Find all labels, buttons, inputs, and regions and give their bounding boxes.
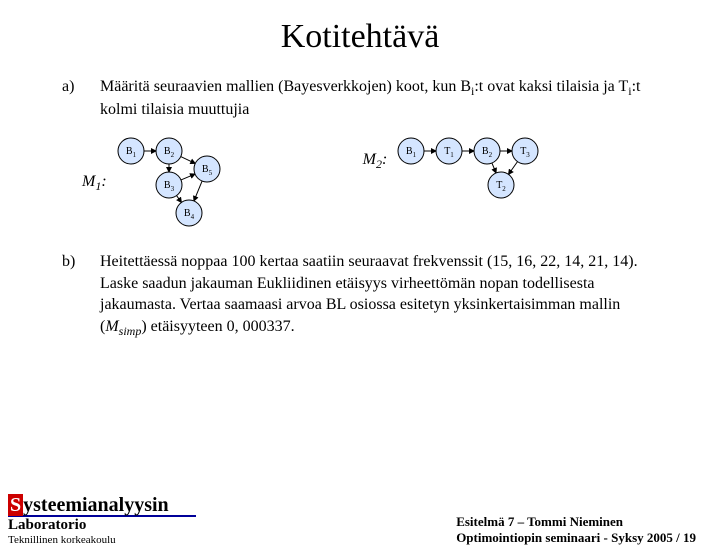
item-b-M: M	[105, 318, 118, 335]
item-b-text-2: ) etäisyyteen 0, 000337.	[141, 318, 294, 335]
item-a: a) Määritä seuraavien mallien (Bayesverk…	[62, 76, 658, 121]
item-b-text: Heitettäessä noppaa 100 kertaa saatiin s…	[100, 251, 658, 339]
footer-right-line2: Optimointiopin seminaari - Syksy 2005 / …	[456, 530, 696, 546]
model-2-M: M	[363, 151, 376, 168]
slide-title: Kotitehtävä	[0, 18, 720, 56]
model-2-block: M2: B1T1B2T3T2	[363, 133, 549, 205]
models-row: M1: B1B2B3B5B4 M2: B1T1B2T3T2	[62, 133, 658, 233]
model-1-block: M1: B1B2B3B5B4	[82, 133, 233, 233]
item-b-label: b)	[62, 251, 100, 339]
footer-right-line1: Esitelmä 7 – Tommi Nieminen	[456, 514, 696, 530]
footer-right: Esitelmä 7 – Tommi Nieminen Optimointiop…	[456, 514, 696, 547]
slide-footer: Systeemianalyysin Laboratorio Teknilline…	[0, 494, 720, 546]
item-a-label: a)	[62, 76, 100, 121]
item-b: b) Heitettäessä noppaa 100 kertaa saatii…	[62, 251, 658, 339]
model-2-colon: :	[382, 151, 387, 168]
item-a-text: Määritä seuraavien mallien (Bayesverkkoj…	[100, 76, 658, 121]
model-1-colon: :	[101, 173, 106, 190]
model-2-label: M2:	[363, 133, 394, 172]
model-1-M: M	[82, 173, 95, 190]
brand-s: S	[8, 494, 23, 516]
model-1-label: M1:	[82, 133, 113, 194]
slide-content: a) Määritä seuraavien mallien (Bayesverk…	[0, 76, 720, 339]
item-a-text-mid1: :t ovat kaksi tilaisia ja T	[474, 78, 628, 95]
item-a-text-pre: Määritä seuraavien mallien (Bayesverkkoj…	[100, 78, 471, 95]
brand-rest: ysteemianalyysin	[23, 494, 169, 516]
item-b-Msub: simp	[119, 324, 142, 338]
graph-m1: B1B2B3B5B4	[113, 133, 233, 233]
graph-m2: B1T1B2T3T2	[393, 133, 548, 205]
